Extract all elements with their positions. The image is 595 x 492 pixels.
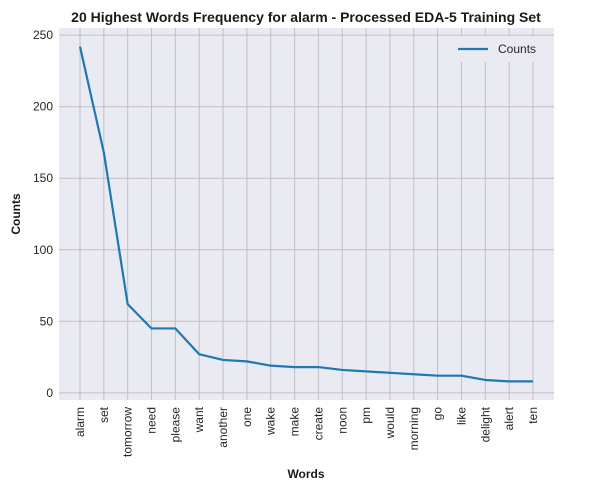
gridlines <box>59 28 554 400</box>
x-tick-label: like <box>454 407 468 425</box>
x-tick-label: alarm <box>73 407 87 437</box>
x-tick-label: ten <box>526 407 540 424</box>
x-axis-label: Words <box>287 467 324 481</box>
y-tick-label: 50 <box>40 314 54 328</box>
series-line-counts <box>78 46 533 383</box>
x-tick-label: alert <box>502 406 516 430</box>
x-tick-label: tomorrow <box>121 407 135 457</box>
x-axis: alarm set tomorrow need please want another one… <box>73 406 540 457</box>
plot-area <box>59 28 554 400</box>
y-tick-label: 0 <box>46 386 53 400</box>
y-tick-label: 100 <box>33 243 53 257</box>
x-tick-label: another <box>216 407 230 448</box>
x-tick-label: delight <box>478 406 492 442</box>
y-axis-label: Counts <box>9 193 23 235</box>
x-tick-label: set <box>97 406 111 423</box>
x-tick-label: one <box>240 407 254 427</box>
x-tick-label: want <box>192 406 206 433</box>
chart-title: 20 Highest Words Frequency for alarm - P… <box>71 9 541 25</box>
y-tick-label: 150 <box>33 171 53 185</box>
x-tick-label: noon <box>335 407 349 434</box>
legend-label: Counts <box>498 42 536 56</box>
legend: Counts <box>450 36 548 62</box>
x-tick-label: create <box>311 407 325 441</box>
x-tick-label: pm <box>359 407 373 424</box>
x-tick-label: please <box>168 407 182 443</box>
y-axis: 0 50 100 150 200 250 <box>33 28 53 400</box>
y-tick-label: 200 <box>33 100 53 114</box>
x-tick-label: wake <box>264 407 278 436</box>
y-tick-label: 250 <box>33 28 53 42</box>
x-tick-label: morning <box>407 407 421 450</box>
x-tick-label: need <box>145 407 159 434</box>
x-tick-label: would <box>383 407 397 439</box>
x-tick-label: go <box>431 407 445 421</box>
x-tick-label: make <box>288 407 302 437</box>
